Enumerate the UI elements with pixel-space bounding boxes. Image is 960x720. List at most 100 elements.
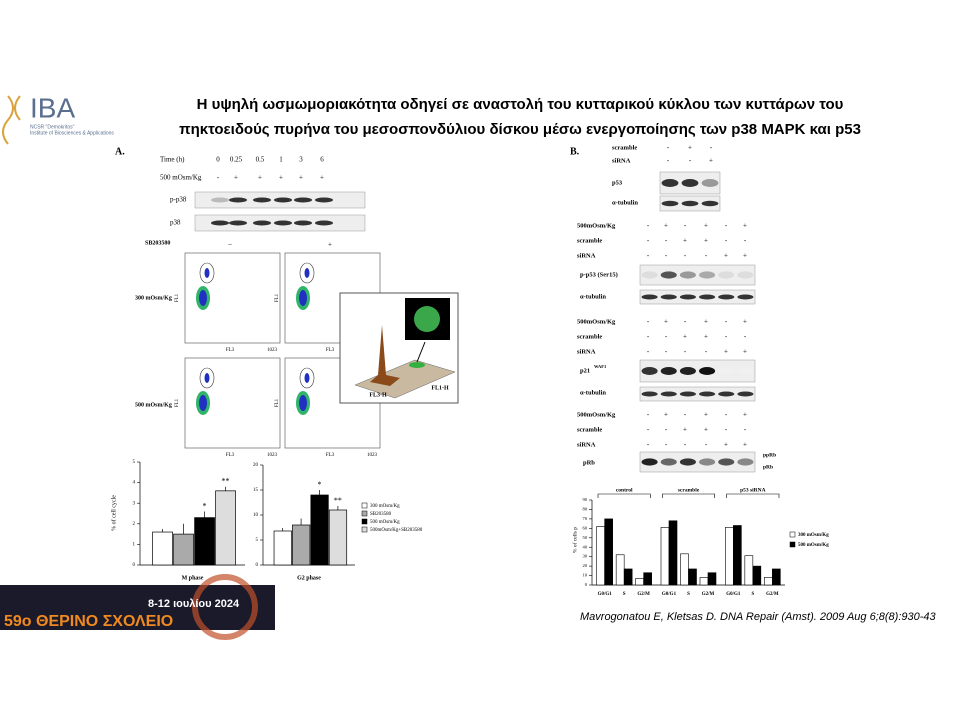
- row-label: scramble: [577, 333, 602, 340]
- sign: -: [665, 237, 668, 245]
- x-tick-label: G0/G1: [662, 592, 677, 597]
- x-label: M phase: [182, 575, 204, 581]
- flow-axis: FL1: [275, 398, 280, 407]
- band: [718, 271, 735, 279]
- sign: -: [710, 144, 713, 152]
- band: [274, 220, 292, 226]
- band: [681, 200, 699, 207]
- sign: -: [684, 252, 687, 260]
- flow-g2: [204, 268, 210, 278]
- bar: [680, 553, 689, 586]
- blot-label: p-p38: [170, 196, 187, 204]
- x-label: G2 phase: [297, 575, 321, 581]
- band-label: pRb: [763, 464, 773, 470]
- sign: +: [724, 252, 728, 260]
- row-label: siRNA: [577, 348, 596, 355]
- band-label: ppRb: [763, 452, 776, 458]
- sign: -: [684, 222, 687, 230]
- x-tick-label: G2/M: [637, 592, 650, 597]
- x-tick-label: S: [751, 592, 754, 597]
- sign: +: [704, 318, 708, 326]
- y-tick-label: 5: [133, 460, 136, 465]
- sign: –: [227, 241, 232, 249]
- row-label: SB203580: [145, 240, 170, 246]
- slide-title: πηκτοειδούς πυρήνα του μεσοσπονδύλιου δί…: [179, 121, 861, 138]
- legend-swatch: [361, 518, 368, 525]
- bar: [764, 577, 773, 586]
- blot-label: α-tubulin: [580, 389, 606, 396]
- flow-axis: FL3: [226, 348, 235, 353]
- nucleus: [414, 306, 440, 332]
- band: [641, 271, 658, 279]
- sign: +: [688, 144, 692, 152]
- flow-axis: FL3: [326, 348, 335, 353]
- sign: +: [664, 318, 668, 326]
- blot-label: p21: [580, 367, 590, 374]
- banner: [0, 585, 275, 630]
- bar: [752, 565, 762, 586]
- banner-school: 59ο ΘΕΡΙΝΟ ΣΧΟΛΕΙΟ: [4, 613, 173, 630]
- bar: [707, 572, 717, 586]
- band: [699, 271, 716, 279]
- blot-label: pRb: [583, 459, 595, 466]
- time-value: 0.25: [230, 156, 243, 164]
- panel-label: A.: [115, 146, 125, 157]
- sign: -: [684, 441, 687, 449]
- x-tick-label: G2/M: [702, 592, 715, 597]
- sign: -: [689, 157, 692, 165]
- group-bracket: [597, 493, 651, 498]
- sign: +: [704, 333, 708, 341]
- band: [660, 367, 677, 375]
- y-tick-label: 50: [583, 535, 588, 540]
- bar: [772, 568, 781, 586]
- sign: +: [704, 237, 708, 245]
- flow-cells: [199, 395, 207, 411]
- group-bracket: [726, 493, 780, 498]
- bar: [310, 494, 329, 566]
- row-label: 500mOsm/Kg: [577, 318, 616, 325]
- legend-entry: SB203580: [370, 512, 392, 517]
- band: [699, 458, 716, 466]
- sign: -: [744, 237, 747, 245]
- sign: +: [664, 411, 668, 419]
- bar: [152, 531, 173, 566]
- logo-org: NCSR "Demokritos": [30, 124, 75, 130]
- sign: -: [647, 222, 650, 230]
- group-label: control: [616, 487, 633, 493]
- sign: -: [647, 237, 650, 245]
- sign: -: [647, 333, 650, 341]
- sign: -: [725, 237, 728, 245]
- sign: +: [664, 222, 668, 230]
- sign: +: [234, 174, 238, 182]
- group-bracket: [662, 493, 715, 498]
- significance: **: [334, 496, 342, 505]
- flow-axis: FL1: [175, 398, 180, 407]
- band: [641, 458, 658, 466]
- bar: [725, 527, 734, 586]
- time-value: 6: [320, 156, 324, 164]
- band: [660, 458, 677, 466]
- band: [718, 391, 735, 397]
- row-label: 500 mOsm/Kg: [160, 174, 202, 182]
- time-value: 0.5: [256, 156, 265, 164]
- sign: -: [744, 426, 747, 434]
- bar: [744, 555, 754, 586]
- band: [718, 294, 735, 300]
- band: [211, 220, 229, 226]
- inset-axis: FL3-H: [369, 392, 387, 398]
- legend-swatch: [361, 526, 368, 533]
- band: [660, 294, 677, 300]
- bar: [643, 572, 652, 586]
- y-tick-label: 0: [133, 563, 136, 568]
- band: [211, 197, 229, 203]
- flow-g2: [304, 373, 310, 383]
- sign: +: [724, 348, 728, 356]
- y-tick-label: 20: [583, 563, 588, 568]
- peak-floor: [354, 359, 456, 399]
- blot-label: p53: [612, 179, 623, 186]
- bar: [273, 530, 292, 566]
- time-value: 0: [216, 156, 220, 164]
- row-label: siRNA: [577, 252, 596, 259]
- flow-gate: [299, 367, 315, 389]
- y-tick-label: 80: [583, 506, 588, 511]
